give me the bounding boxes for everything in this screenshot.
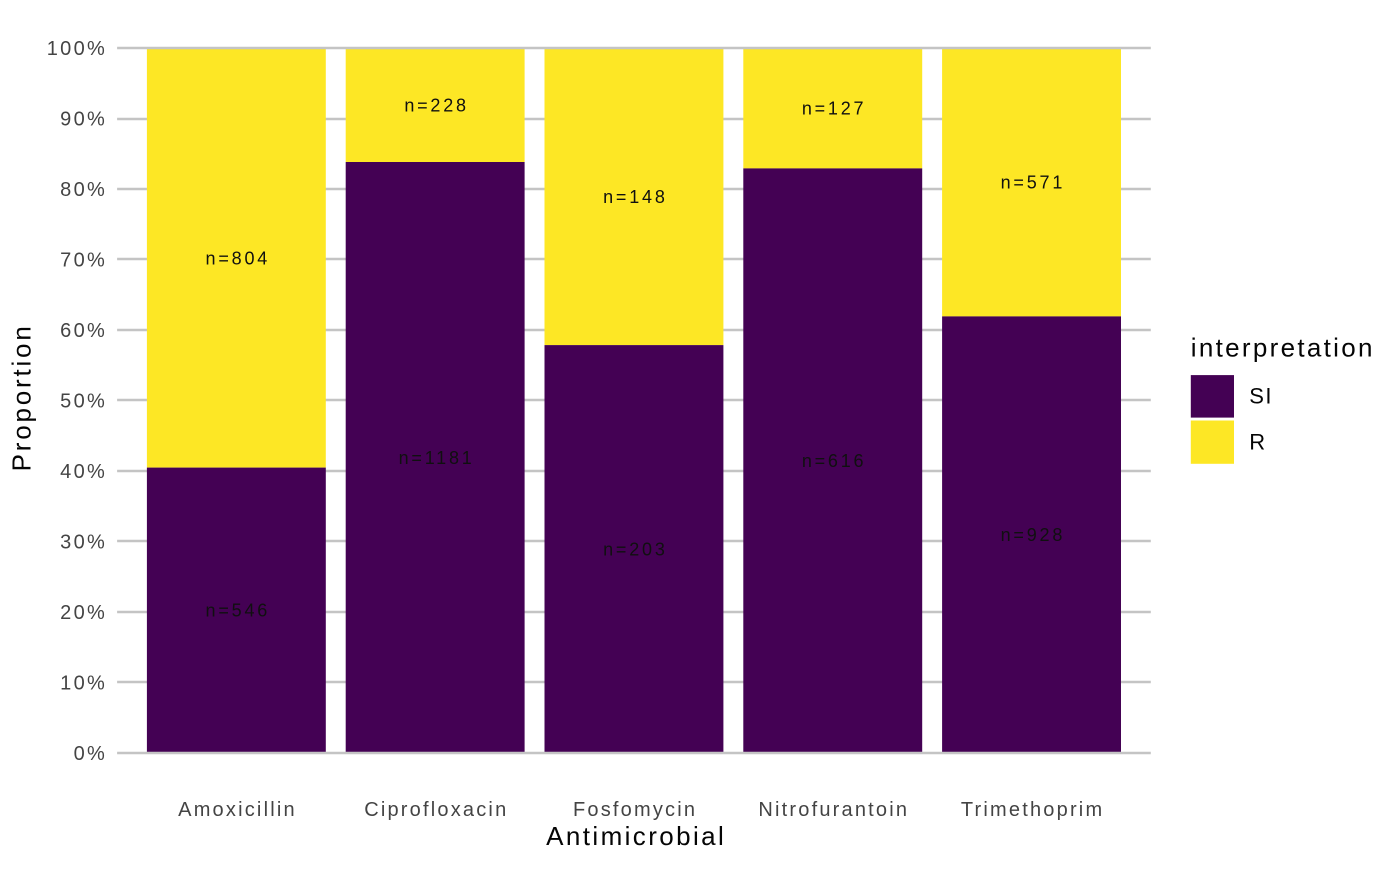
svg-text:Antimicrobial: Antimicrobial (546, 821, 726, 851)
svg-text:80%: 80% (60, 179, 107, 201)
svg-text:100%: 100% (47, 38, 107, 60)
svg-text:10%: 10% (60, 672, 107, 694)
svg-text:interpretation: interpretation (1191, 332, 1375, 362)
svg-text:n=148: n=148 (603, 187, 668, 207)
svg-text:0%: 0% (74, 743, 108, 765)
svg-text:n=203: n=203 (603, 539, 668, 559)
svg-text:Trimethoprim: Trimethoprim (961, 799, 1104, 821)
svg-text:90%: 90% (60, 109, 107, 131)
svg-text:n=928: n=928 (1001, 525, 1066, 545)
svg-text:Nitrofurantoin: Nitrofurantoin (758, 799, 909, 821)
svg-text:60%: 60% (60, 320, 107, 342)
svg-text:n=546: n=546 (206, 601, 271, 621)
svg-text:50%: 50% (60, 391, 107, 413)
svg-text:Ciprofloxacin: Ciprofloxacin (364, 799, 508, 821)
svg-text:20%: 20% (60, 602, 107, 624)
svg-text:Proportion: Proportion (7, 323, 37, 471)
svg-text:70%: 70% (60, 250, 107, 272)
svg-text:n=228: n=228 (404, 96, 469, 116)
svg-text:40%: 40% (60, 461, 107, 483)
svg-text:n=127: n=127 (802, 99, 867, 119)
svg-text:SI: SI (1249, 384, 1273, 409)
svg-text:n=571: n=571 (1001, 173, 1066, 193)
svg-text:n=804: n=804 (206, 248, 271, 268)
svg-text:30%: 30% (60, 531, 107, 553)
svg-text:Amoxicillin: Amoxicillin (178, 799, 297, 821)
svg-text:n=1181: n=1181 (399, 448, 475, 468)
svg-text:R: R (1249, 430, 1266, 455)
svg-text:n=616: n=616 (802, 451, 867, 471)
svg-text:Fosfomycin: Fosfomycin (573, 799, 697, 821)
